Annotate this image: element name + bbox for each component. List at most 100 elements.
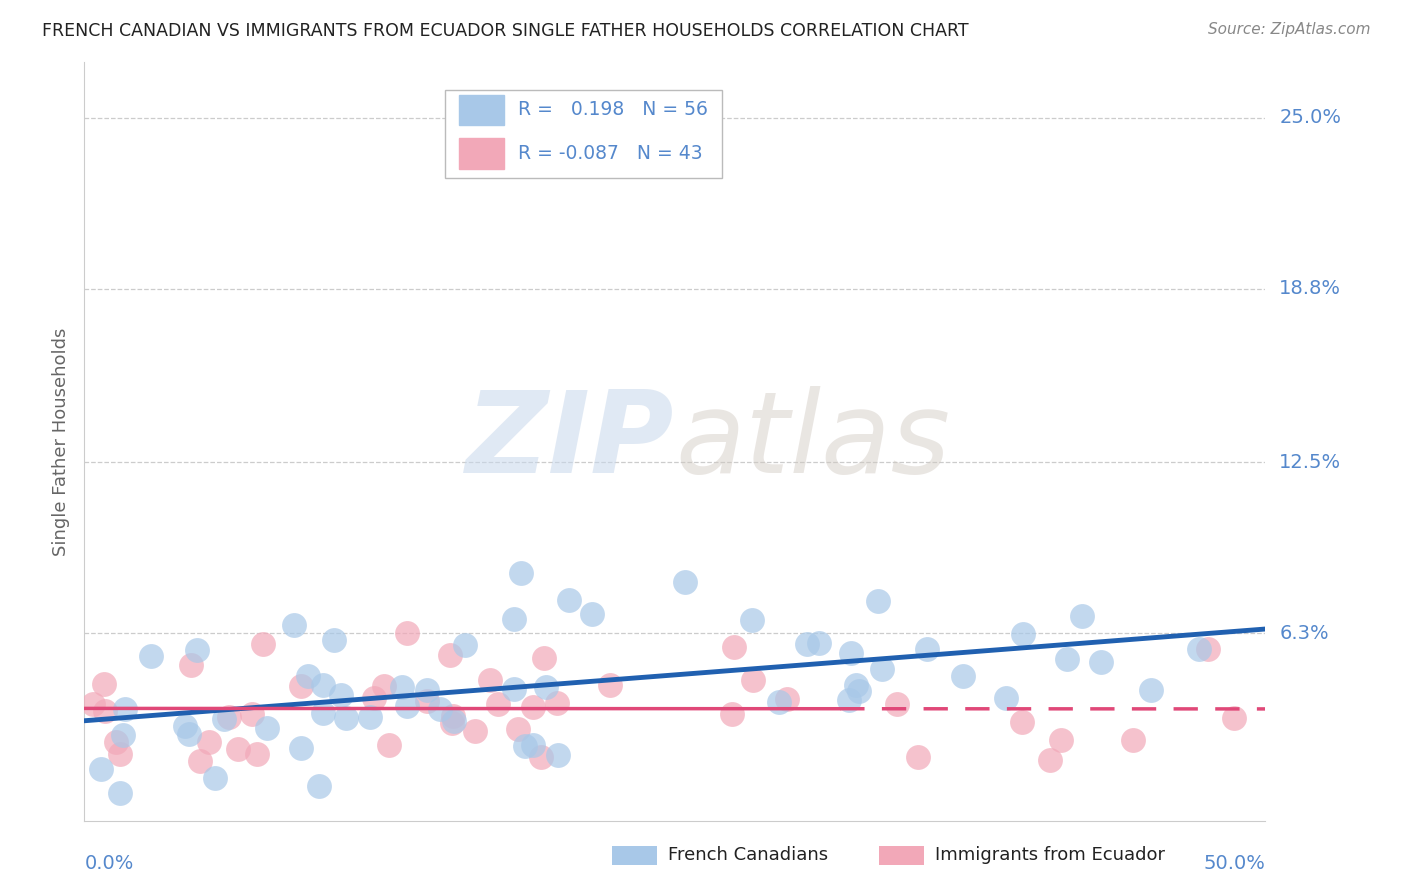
Point xyxy=(90,762,112,776)
Point xyxy=(391,680,413,694)
Point xyxy=(1090,655,1112,669)
Point xyxy=(312,706,335,721)
Point xyxy=(188,754,211,768)
Point xyxy=(808,636,831,650)
Bar xyxy=(458,95,503,125)
Point xyxy=(581,607,603,621)
Point xyxy=(796,637,818,651)
Point xyxy=(297,669,319,683)
Point xyxy=(174,718,197,732)
Point xyxy=(108,747,131,761)
Point xyxy=(378,739,401,753)
Point xyxy=(186,643,208,657)
Point xyxy=(839,646,862,660)
Point xyxy=(1122,733,1144,747)
Text: Immigrants from Ecuador: Immigrants from Ecuador xyxy=(935,847,1166,864)
Point xyxy=(513,739,536,753)
Point xyxy=(1039,753,1062,767)
Point xyxy=(252,637,274,651)
Bar xyxy=(458,138,503,169)
Point xyxy=(776,691,799,706)
Point xyxy=(546,696,568,710)
Text: R =   0.198   N = 56: R = 0.198 N = 56 xyxy=(517,100,707,120)
Point xyxy=(741,613,763,627)
Point xyxy=(1139,683,1161,698)
Point xyxy=(373,679,395,693)
Point xyxy=(486,697,509,711)
Point xyxy=(533,651,555,665)
Point xyxy=(439,648,461,663)
Point xyxy=(557,593,579,607)
Point xyxy=(329,688,352,702)
Point xyxy=(141,648,163,663)
Point xyxy=(256,721,278,735)
Point xyxy=(363,691,385,706)
Point xyxy=(673,575,696,590)
Point xyxy=(105,735,128,749)
Point xyxy=(177,727,200,741)
Point xyxy=(522,738,544,752)
Point xyxy=(870,662,893,676)
Point xyxy=(441,708,464,723)
Point xyxy=(995,690,1018,705)
FancyBboxPatch shape xyxy=(444,90,723,178)
Point xyxy=(952,669,974,683)
Point xyxy=(395,698,418,713)
Point xyxy=(1056,651,1078,665)
Y-axis label: Single Father Households: Single Father Households xyxy=(52,327,70,556)
Point xyxy=(848,683,870,698)
Point xyxy=(416,682,439,697)
Point xyxy=(308,779,330,793)
Text: 50.0%: 50.0% xyxy=(1204,854,1265,872)
Point xyxy=(440,715,463,730)
Point xyxy=(312,678,335,692)
Point xyxy=(416,694,439,708)
Point xyxy=(283,618,305,632)
Point xyxy=(218,710,240,724)
Point xyxy=(917,641,939,656)
Point xyxy=(1188,641,1211,656)
Point xyxy=(510,566,533,580)
Text: ZIP: ZIP xyxy=(467,386,675,497)
Point xyxy=(503,682,526,697)
Point xyxy=(429,701,451,715)
Point xyxy=(240,707,263,722)
Text: 0.0%: 0.0% xyxy=(84,854,134,872)
Point xyxy=(503,612,526,626)
Point xyxy=(530,750,553,764)
Point xyxy=(82,697,104,711)
Text: R = -0.087   N = 43: R = -0.087 N = 43 xyxy=(517,144,703,163)
Point xyxy=(1223,711,1246,725)
Point xyxy=(478,673,501,687)
Point xyxy=(212,712,235,726)
Point xyxy=(246,747,269,761)
Point xyxy=(93,677,115,691)
Point xyxy=(228,742,250,756)
Point xyxy=(886,697,908,711)
Point xyxy=(845,678,868,692)
Point xyxy=(720,707,742,722)
Point xyxy=(396,626,419,640)
Point xyxy=(111,728,134,742)
Point xyxy=(1197,641,1219,656)
Text: FRENCH CANADIAN VS IMMIGRANTS FROM ECUADOR SINGLE FATHER HOUSEHOLDS CORRELATION : FRENCH CANADIAN VS IMMIGRANTS FROM ECUAD… xyxy=(42,22,969,40)
Text: French Canadians: French Canadians xyxy=(668,847,828,864)
Point xyxy=(907,750,929,764)
Point xyxy=(359,710,381,724)
Point xyxy=(599,678,621,692)
Point xyxy=(204,772,226,786)
Point xyxy=(522,700,544,714)
Point xyxy=(322,633,344,648)
Text: Source: ZipAtlas.com: Source: ZipAtlas.com xyxy=(1208,22,1371,37)
Point xyxy=(108,786,131,800)
Text: 25.0%: 25.0% xyxy=(1279,108,1341,127)
Point xyxy=(768,694,790,708)
Point xyxy=(335,711,357,725)
Point xyxy=(536,681,558,695)
Point xyxy=(866,594,889,608)
Point xyxy=(508,723,530,737)
Text: 18.8%: 18.8% xyxy=(1279,279,1341,298)
Point xyxy=(742,673,765,687)
Text: 12.5%: 12.5% xyxy=(1279,453,1341,472)
Point xyxy=(114,702,136,716)
